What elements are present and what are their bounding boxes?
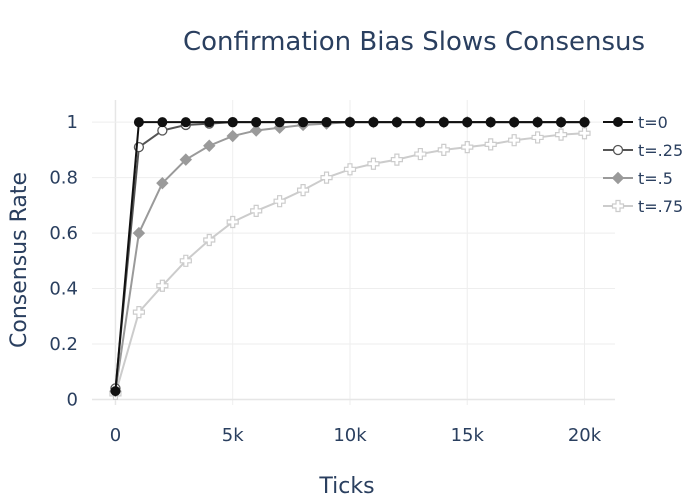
data-point [251,117,262,128]
data-point [485,117,496,128]
data-point [437,143,450,157]
x-tick-label: 15k [451,425,485,446]
data-point [226,215,239,229]
x-tick-label: 5k [222,425,244,446]
legend-item[interactable]: t=.25 [603,141,683,160]
data-point [298,117,309,128]
data-point [344,117,355,128]
data-point [321,117,332,128]
data-point [579,117,590,128]
data-point [180,117,191,128]
data-point [156,176,169,190]
legend-marker [613,117,623,127]
y-tick-label: 0 [67,389,78,410]
data-point [531,131,544,144]
data-point [156,279,169,292]
data-point [320,171,333,184]
data-point [249,124,263,137]
axis-ticks: 0 5k 10k 15k 20k 0 0.2 0.4 0.6 0.8 1 [49,112,601,446]
x-tick-label: 0 [110,425,121,446]
x-tick-label: 10k [333,425,367,446]
data-point [554,128,568,141]
plot-area [109,115,591,401]
data-point [204,117,215,128]
data-point [578,127,591,140]
data-point [462,117,473,128]
data-point [367,157,380,170]
chart-title: Confirmation Bias Slows Consensus [183,27,645,57]
legend-label: t=.25 [638,141,683,160]
x-tick-label: 20k [568,425,602,446]
legend-label: t=.75 [638,197,683,216]
data-point [157,117,168,128]
data-point [461,141,474,154]
data-point [415,117,426,128]
legend-marker [611,171,625,185]
data-point [226,129,239,143]
data-point [508,134,521,147]
y-tick-label: 1 [67,112,78,133]
legend-marker [611,199,625,213]
data-point [179,153,193,166]
data-point [556,117,567,128]
data-point [509,117,520,128]
data-point [296,184,310,197]
data-point [438,117,449,128]
y-tick-label: 0.8 [49,168,78,189]
data-point [274,117,285,128]
x-axis-title: Ticks [318,474,374,499]
data-point [110,386,121,397]
data-point [390,153,403,166]
data-point [227,117,238,128]
y-tick-label: 0.2 [49,334,78,355]
series-t=0 [110,117,590,397]
data-point [532,117,543,128]
data-point [273,195,286,208]
legend[interactable]: t=0 t=.25 t=.5 t=.75 [603,113,683,216]
y-tick-label: 0.6 [49,223,78,244]
legend-item[interactable]: t=.5 [603,169,673,188]
y-axis-title: Consensus Rate [7,172,32,348]
data-point [250,204,263,218]
data-point [133,117,144,128]
data-point [368,117,379,128]
legend-marker [612,144,624,156]
data-point [203,233,216,247]
data-point [484,138,497,151]
data-point [414,147,427,161]
data-point [157,125,168,136]
data-point [391,117,402,128]
legend-label: t=.5 [638,169,673,188]
legend-item[interactable]: t=0 [603,113,668,132]
data-point [203,139,216,152]
data-point [179,254,192,267]
y-tick-label: 0.4 [49,279,78,300]
legend-item[interactable]: t=.75 [603,197,683,216]
legend-label: t=0 [638,113,668,132]
data-point [132,226,146,240]
data-point [343,163,357,176]
gridlines [92,100,615,405]
data-point [132,306,146,319]
